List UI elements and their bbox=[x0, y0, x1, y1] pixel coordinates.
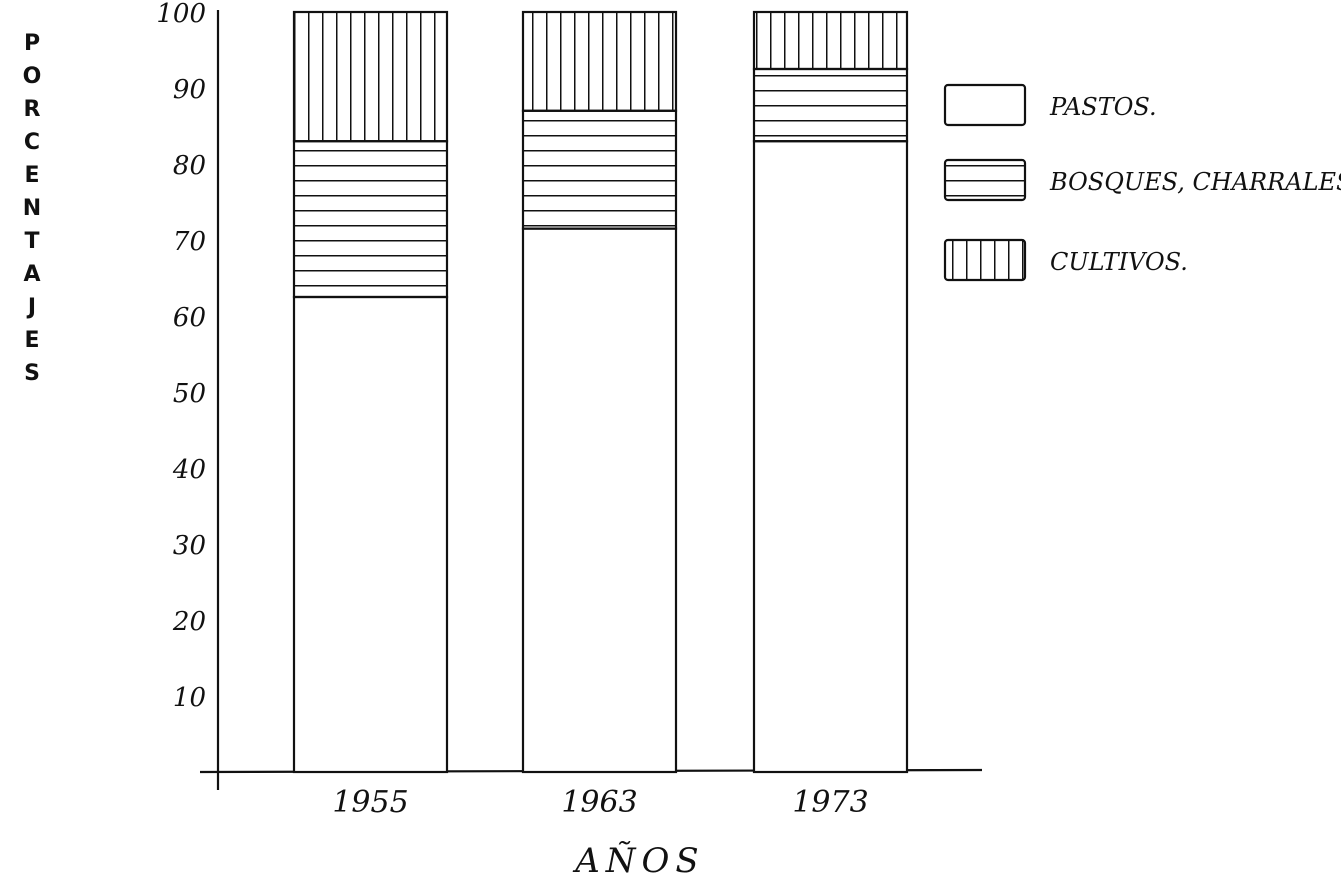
y-axis-label-letter: R bbox=[24, 97, 41, 122]
bar-segment-1973-cultivos bbox=[752, 10, 909, 71]
x-tick-label: 1955 bbox=[332, 785, 408, 820]
y-axis-label-letter: P bbox=[24, 31, 40, 56]
y-tick-label: 70 bbox=[173, 227, 206, 257]
bar-segment-1955-cultivos bbox=[292, 10, 449, 143]
bar-segment-1963-cultivos bbox=[521, 10, 678, 112]
y-tick-label: 60 bbox=[173, 303, 206, 333]
y-axis-label-letter: O bbox=[23, 64, 42, 89]
bars bbox=[292, 10, 909, 774]
y-tick-label: 20 bbox=[172, 607, 206, 637]
y-axis-label-letter: E bbox=[24, 163, 39, 188]
y-tick-label: 100 bbox=[156, 0, 206, 29]
bar-segment-1973-pastos bbox=[752, 140, 909, 774]
y-axis-label-letter: A bbox=[23, 262, 40, 287]
bar-segment-1955-pastos bbox=[292, 295, 449, 774]
x-tick-labels: 1955 1963 1973 bbox=[332, 785, 868, 820]
y-tick-label: 90 bbox=[173, 75, 206, 105]
x-tick-label: 1963 bbox=[561, 785, 637, 820]
legend-label: CULTIVOS. bbox=[1050, 248, 1188, 276]
y-axis-label-letter: T bbox=[24, 229, 39, 254]
y-tick-label: 50 bbox=[173, 379, 206, 409]
y-tick-label: 80 bbox=[173, 151, 206, 181]
legend-swatch-bosques bbox=[943, 158, 1027, 202]
x-tick-label: 1973 bbox=[792, 785, 868, 820]
y-tick-label: 10 bbox=[173, 683, 206, 713]
x-axis-label: AÑOS bbox=[572, 840, 704, 881]
y-tick-label: 40 bbox=[172, 455, 206, 485]
legend-swatch-cultivos bbox=[943, 238, 1027, 282]
y-axis-label-letter: C bbox=[24, 130, 40, 155]
y-tick-label: 30 bbox=[173, 531, 206, 561]
bar-segment-1963-pastos bbox=[521, 227, 678, 774]
legend-label: BOSQUES, CHARRALES. bbox=[1049, 168, 1341, 196]
bar-segment-1955-bosques bbox=[292, 140, 449, 299]
legend-swatch-pastos bbox=[943, 83, 1027, 127]
y-axis-label-letter: N bbox=[23, 196, 41, 221]
bar-segment-1973-bosques bbox=[752, 67, 909, 143]
y-axis-label-letter: S bbox=[24, 361, 40, 386]
legend-label: PASTOS. bbox=[1049, 93, 1157, 121]
legend: PASTOS. BOSQUES, CHARRALES. CULTIVOS. bbox=[943, 83, 1341, 282]
y-axis-label-letter: E bbox=[24, 328, 39, 353]
y-tick-labels: 100 90 80 70 60 50 40 30 20 10 bbox=[156, 0, 206, 713]
y-axis-label-letter: J bbox=[26, 295, 36, 320]
bar-segment-1963-bosques bbox=[521, 109, 678, 230]
